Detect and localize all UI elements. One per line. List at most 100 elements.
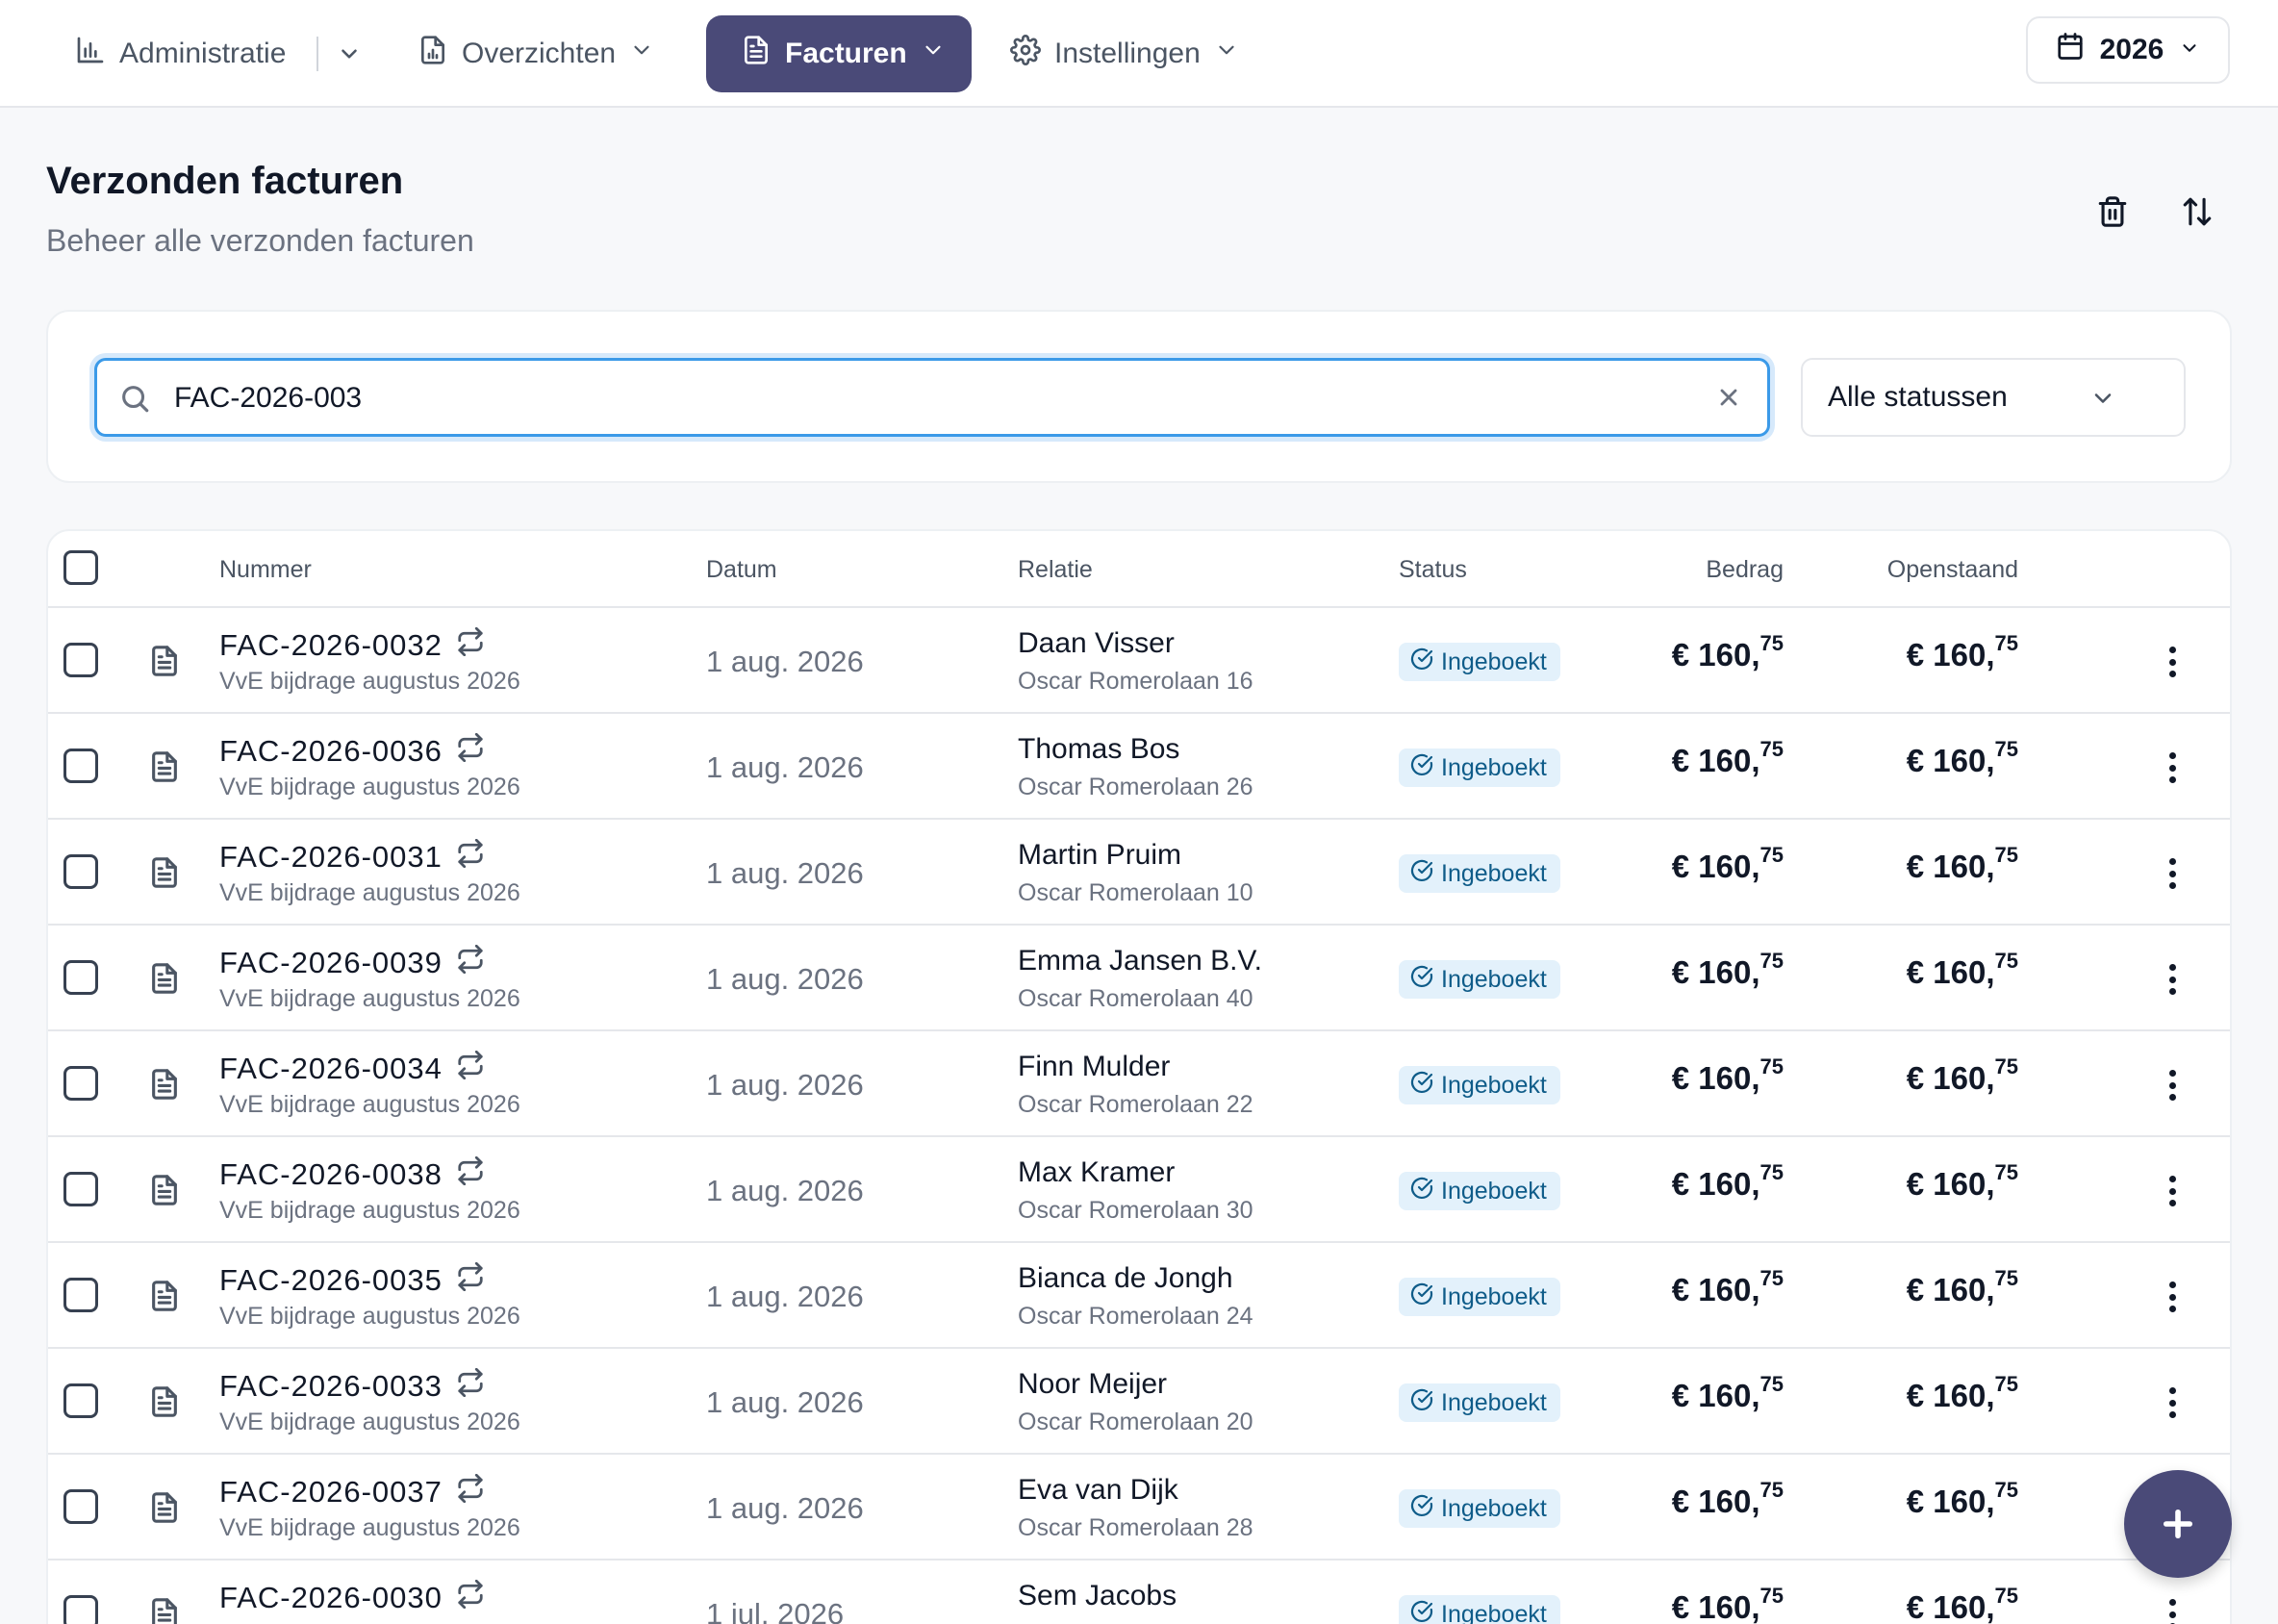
- row-menu-button[interactable]: [2161, 643, 2184, 681]
- invoice-number[interactable]: FAC-2026-0037: [219, 1475, 443, 1509]
- table-row[interactable]: FAC-2026-0033 VvE bijdrage augustus 2026…: [48, 1349, 2230, 1455]
- outstanding-amount: € 160,75: [1826, 1160, 2018, 1203]
- row-checkbox[interactable]: [63, 1066, 98, 1101]
- outstanding-main: € 160,: [1906, 1378, 1995, 1413]
- document-icon: [148, 1489, 181, 1526]
- column-header-bedrag[interactable]: Bedrag: [1706, 556, 1784, 583]
- table-row[interactable]: FAC-2026-0039 VvE bijdrage augustus 2026…: [48, 926, 2230, 1031]
- invoice-number[interactable]: FAC-2026-0032: [219, 628, 443, 662]
- row-checkbox[interactable]: [63, 1172, 98, 1206]
- row-checkbox[interactable]: [63, 749, 98, 783]
- outstanding-cents: 75: [1994, 1478, 2018, 1502]
- row-checkbox[interactable]: [63, 854, 98, 889]
- row-checkbox[interactable]: [63, 1383, 98, 1418]
- nav-instellingen[interactable]: Instellingen: [997, 15, 1253, 92]
- table-row[interactable]: FAC-2026-0031 VvE bijdrage augustus 2026…: [48, 820, 2230, 926]
- row-menu-button[interactable]: [2161, 854, 2184, 893]
- amount-cents: 75: [1759, 737, 1784, 761]
- status-badge: Ingeboekt: [1399, 643, 1560, 681]
- row-checkbox[interactable]: [63, 643, 98, 677]
- calendar-icon: [2056, 32, 2085, 68]
- table-row[interactable]: FAC-2026-0034 VvE bijdrage augustus 2026…: [48, 1031, 2230, 1137]
- invoice-date: 1 jul. 2026: [706, 1597, 845, 1624]
- amount-main: € 160,: [1671, 1272, 1760, 1307]
- column-header-status[interactable]: Status: [1399, 556, 1467, 583]
- row-menu-button[interactable]: [2161, 1595, 2184, 1624]
- chevron-down-icon: [342, 49, 357, 59]
- table-row[interactable]: FAC-2026-0030 1 jul. 2026 Sem Jacobs Ing…: [48, 1561, 2230, 1624]
- row-menu-button[interactable]: [2161, 1383, 2184, 1422]
- column-header-relatie[interactable]: Relatie: [1018, 556, 1093, 583]
- add-invoice-button[interactable]: [2124, 1470, 2232, 1578]
- invoice-number[interactable]: FAC-2026-0033: [219, 1369, 443, 1403]
- column-header-nummer[interactable]: Nummer: [219, 556, 312, 583]
- invoice-date: 1 aug. 2026: [706, 856, 864, 890]
- invoice-amount: € 160,75: [1591, 1584, 1784, 1624]
- table-row[interactable]: FAC-2026-0035 VvE bijdrage augustus 2026…: [48, 1243, 2230, 1349]
- invoice-number[interactable]: FAC-2026-0034: [219, 1052, 443, 1085]
- outstanding-cents: 75: [1994, 949, 2018, 973]
- invoice-date: 1 aug. 2026: [706, 1174, 864, 1207]
- status-filter-select[interactable]: Alle statussen: [1801, 358, 2186, 437]
- outstanding-amount: € 160,75: [1826, 1372, 2018, 1414]
- invoice-amount: € 160,75: [1591, 843, 1784, 885]
- select-all-checkbox[interactable]: [63, 550, 98, 585]
- table-row[interactable]: FAC-2026-0036 VvE bijdrage augustus 2026…: [48, 714, 2230, 820]
- check-circle-icon: [1410, 1282, 1433, 1312]
- outstanding-amount: € 160,75: [1826, 1478, 2018, 1520]
- clear-search-button[interactable]: [1711, 380, 1746, 415]
- row-menu-button[interactable]: [2161, 1066, 2184, 1104]
- row-menu-button[interactable]: [2161, 960, 2184, 999]
- kebab-menu-icon: [2168, 858, 2176, 865]
- invoice-number[interactable]: FAC-2026-0036: [219, 734, 443, 768]
- invoice-amount: € 160,75: [1591, 1054, 1784, 1097]
- document-icon: [148, 749, 181, 785]
- delete-button[interactable]: [2089, 189, 2136, 235]
- invoice-description: VvE bijdrage augustus 2026: [219, 668, 520, 695]
- page-title: Verzonden facturen: [46, 160, 404, 202]
- administratie-dropdown-toggle[interactable]: [333, 37, 366, 71]
- nav-administratie[interactable]: Administratie: [62, 15, 299, 92]
- nav-overzichten[interactable]: Overzichten: [404, 15, 668, 92]
- repeat-icon: [456, 838, 485, 875]
- row-menu-button[interactable]: [2161, 749, 2184, 787]
- row-checkbox[interactable]: [63, 1489, 98, 1524]
- row-menu-button[interactable]: [2161, 1172, 2184, 1210]
- year-selector[interactable]: 2026: [2026, 16, 2230, 84]
- document-icon: [148, 1066, 181, 1103]
- nav-facturen[interactable]: Facturen: [706, 15, 972, 92]
- repeat-icon: [456, 1579, 485, 1616]
- row-menu-button[interactable]: [2161, 1278, 2184, 1316]
- check-circle-icon: [1410, 753, 1433, 783]
- search-input[interactable]: [174, 374, 1675, 422]
- column-header-openstaand[interactable]: Openstaand: [1886, 556, 2018, 583]
- column-header-datum[interactable]: Datum: [706, 556, 777, 583]
- table-row[interactable]: FAC-2026-0037 VvE bijdrage augustus 2026…: [48, 1455, 2230, 1561]
- invoice-number[interactable]: FAC-2026-0030: [219, 1581, 443, 1614]
- table-row[interactable]: FAC-2026-0038 VvE bijdrage augustus 2026…: [48, 1137, 2230, 1243]
- top-navigation: Administratie Overzichten Facturen Inste…: [0, 0, 2278, 108]
- document-icon: [148, 960, 181, 997]
- sort-button[interactable]: [2174, 189, 2220, 235]
- search-icon: [118, 382, 151, 415]
- repeat-icon: [456, 1261, 485, 1299]
- invoice-amount: € 160,75: [1591, 737, 1784, 779]
- invoice-amount: € 160,75: [1591, 1160, 1784, 1203]
- row-checkbox[interactable]: [63, 1278, 98, 1312]
- kebab-menu-icon: [2168, 1281, 2176, 1288]
- table-row[interactable]: FAC-2026-0032 VvE bijdrage augustus 2026…: [48, 608, 2230, 714]
- invoice-number[interactable]: FAC-2026-0035: [219, 1263, 443, 1297]
- invoice-number[interactable]: FAC-2026-0039: [219, 946, 443, 979]
- row-checkbox[interactable]: [63, 960, 98, 995]
- invoice-number[interactable]: FAC-2026-0031: [219, 840, 443, 874]
- relation-name: Noor Meijer: [1018, 1368, 1168, 1400]
- status-label: Ingeboekt: [1441, 1600, 1547, 1624]
- document-icon: [148, 643, 181, 679]
- amount-cents: 75: [1759, 843, 1784, 867]
- sort-arrows-icon: [2183, 197, 2212, 226]
- invoice-number[interactable]: FAC-2026-0038: [219, 1157, 443, 1191]
- kebab-menu-icon: [2168, 1387, 2176, 1394]
- invoice-date: 1 aug. 2026: [706, 962, 864, 996]
- row-checkbox[interactable]: [63, 1595, 98, 1624]
- status-badge: Ingeboekt: [1399, 960, 1560, 999]
